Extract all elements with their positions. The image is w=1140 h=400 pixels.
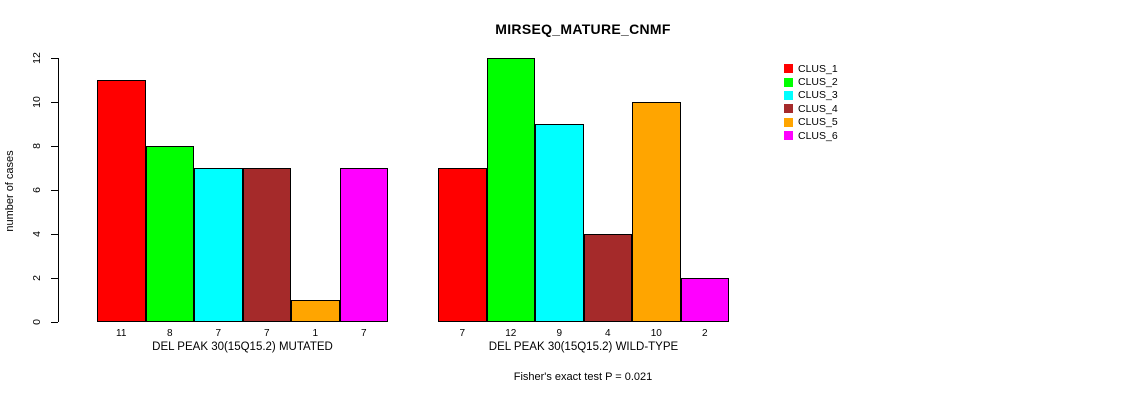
y-axis-tick xyxy=(51,58,58,59)
bar-clus_1-group2 xyxy=(438,168,487,322)
bar-value-label: 4 xyxy=(604,328,611,339)
legend-item: CLUS_4 xyxy=(784,102,838,115)
legend-item: CLUS_5 xyxy=(784,116,838,129)
bar-clus_2-group1 xyxy=(145,146,194,322)
y-axis-tick xyxy=(51,146,58,147)
y-axis-tick-label: 8 xyxy=(31,143,43,149)
bar-value-label: 7 xyxy=(360,328,367,339)
bar-clus_2-group2 xyxy=(486,58,535,322)
legend-swatch xyxy=(784,77,793,87)
y-axis-tick-label: 12 xyxy=(31,52,43,64)
legend-swatch xyxy=(784,90,793,100)
bar-clus_3-group1 xyxy=(194,168,243,322)
bar-clus_4-group1 xyxy=(242,168,291,322)
bar-value-label: 12 xyxy=(505,328,517,339)
y-axis-tick-label: 0 xyxy=(31,319,43,325)
legend-label: CLUS_6 xyxy=(798,129,838,142)
legend-item: CLUS_6 xyxy=(784,129,838,142)
x-axis-group-label: DEL PEAK 30(15Q15.2) MUTATED xyxy=(152,341,333,353)
bar-value-label: 9 xyxy=(556,328,563,339)
y-axis-tick xyxy=(51,102,58,103)
bar-clus_5-group1 xyxy=(291,300,340,322)
x-axis-group-label: DEL PEAK 30(15Q15.2) WILD-TYPE xyxy=(488,341,679,353)
legend-label: CLUS_1 xyxy=(798,62,838,75)
y-axis-line xyxy=(58,58,59,322)
bar-clus_4-group2 xyxy=(583,234,632,322)
bar-clus_6-group2 xyxy=(680,278,729,322)
chart-title: MIRSEQ_MATURE_CNMF xyxy=(495,21,671,37)
legend-item: CLUS_3 xyxy=(784,89,838,102)
bar-clus_3-group2 xyxy=(535,124,584,322)
bar-value-label: 2 xyxy=(701,328,708,339)
bar-value-label: 7 xyxy=(215,328,222,339)
y-axis-tick xyxy=(51,190,58,191)
legend-swatch xyxy=(784,117,793,127)
legend-item: CLUS_1 xyxy=(784,62,838,75)
legend-label: CLUS_5 xyxy=(798,116,838,129)
y-axis-tick xyxy=(51,322,58,323)
legend-label: CLUS_3 xyxy=(798,89,838,102)
bar-value-label: 1 xyxy=(312,328,319,339)
y-axis-tick-label: 10 xyxy=(31,96,43,108)
y-axis-label: number of cases xyxy=(4,150,16,232)
legend-label: CLUS_4 xyxy=(798,102,838,115)
legend-item: CLUS_2 xyxy=(784,75,838,88)
bar-clus_5-group2 xyxy=(632,102,681,322)
footer-note: Fisher's exact test P = 0.021 xyxy=(513,371,653,383)
legend-label: CLUS_2 xyxy=(798,76,838,89)
bar-value-label: 11 xyxy=(116,328,127,339)
bar-value-label: 7 xyxy=(459,328,466,339)
bar-value-label: 7 xyxy=(263,328,270,339)
bar-value-label: 10 xyxy=(650,328,662,339)
legend-swatch xyxy=(784,64,793,74)
y-axis-tick xyxy=(51,234,58,235)
y-axis-tick-label: 2 xyxy=(31,275,43,281)
bar-clus_6-group1 xyxy=(339,168,388,322)
legend-swatch xyxy=(784,131,793,141)
legend: CLUS_1 CLUS_2 CLUS_3 CLUS_4 CLUS_5 CLUS_6 xyxy=(784,62,838,142)
y-axis-tick xyxy=(51,278,58,279)
legend-swatch xyxy=(784,104,793,114)
y-axis-tick-label: 4 xyxy=(31,231,43,237)
bar-clus_1-group1 xyxy=(97,80,146,322)
bar-value-label: 8 xyxy=(166,328,173,339)
y-axis-tick-label: 6 xyxy=(31,187,43,193)
